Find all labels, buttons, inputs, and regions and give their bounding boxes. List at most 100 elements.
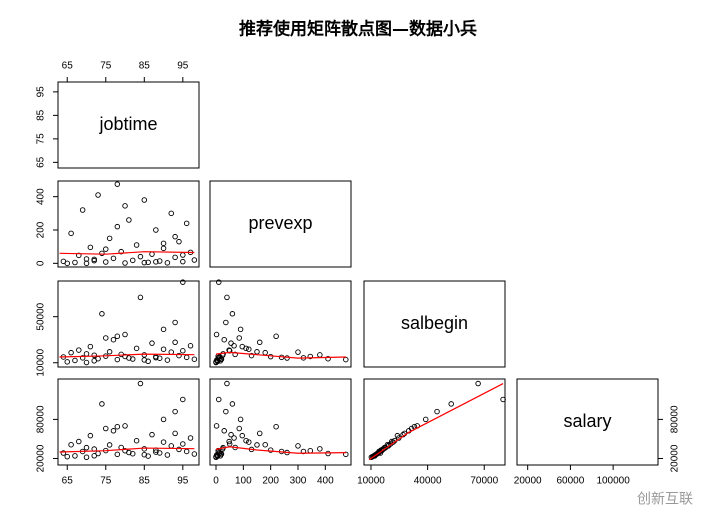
point — [307, 447, 314, 454]
y-tick-label: 65 — [36, 156, 47, 168]
point — [114, 333, 121, 340]
point — [246, 439, 252, 445]
x-tick-label: 70000 — [470, 476, 498, 487]
point — [229, 401, 236, 407]
point — [149, 431, 155, 438]
point — [172, 430, 178, 437]
point — [168, 349, 175, 355]
variable-label: salbegin — [401, 313, 468, 333]
x-tick-label: 20000 — [514, 476, 542, 487]
point — [103, 259, 109, 265]
point — [343, 356, 349, 363]
point — [133, 437, 140, 444]
x-tick-label: 0 — [213, 476, 219, 487]
variable-label: jobtime — [98, 114, 157, 134]
point — [68, 441, 74, 448]
y-tick-label: 85 — [36, 109, 47, 121]
point — [172, 233, 178, 240]
point — [87, 244, 94, 251]
point — [129, 450, 136, 457]
point — [141, 259, 148, 266]
point — [83, 359, 90, 366]
point — [129, 257, 136, 264]
smooth-line — [368, 383, 504, 461]
point — [91, 358, 97, 364]
point — [180, 396, 186, 403]
point — [95, 192, 101, 198]
panel — [363, 378, 506, 466]
x-tick-label: 100 — [235, 476, 252, 487]
point — [164, 357, 171, 363]
point — [160, 326, 167, 333]
x-tick-label: 300 — [290, 476, 307, 487]
point — [231, 343, 237, 349]
point — [317, 446, 323, 452]
point — [79, 207, 86, 213]
point — [118, 248, 124, 255]
x-tick-label: 60000 — [557, 476, 585, 487]
point — [60, 450, 67, 456]
point — [215, 396, 222, 403]
point — [256, 430, 263, 437]
point — [317, 352, 323, 358]
x-tick-label: 400 — [317, 476, 334, 487]
point — [221, 336, 227, 343]
point — [243, 437, 249, 444]
point — [153, 259, 159, 265]
point — [229, 311, 236, 317]
point — [164, 452, 171, 458]
point — [176, 352, 182, 359]
panel — [363, 280, 506, 368]
point — [83, 454, 90, 460]
point — [376, 449, 383, 455]
y-tick-label: 200 — [36, 221, 47, 238]
point — [156, 258, 163, 264]
panel — [516, 378, 659, 466]
x-tick-label: 65 — [62, 476, 74, 487]
point — [99, 311, 105, 317]
point — [180, 252, 186, 258]
point — [110, 255, 117, 262]
point — [122, 353, 128, 360]
x-tick-label: 85 — [139, 476, 151, 487]
point — [160, 346, 167, 352]
point — [160, 439, 167, 445]
point — [183, 448, 190, 455]
point — [187, 343, 194, 349]
point — [160, 416, 167, 423]
point — [126, 217, 132, 223]
x-tick-label: 200 — [262, 476, 279, 487]
panel — [209, 280, 352, 368]
point — [372, 451, 379, 458]
point — [295, 349, 301, 355]
point — [137, 380, 144, 387]
point — [122, 331, 128, 338]
point — [176, 238, 182, 245]
point — [91, 453, 97, 459]
point — [284, 355, 290, 361]
point — [183, 220, 190, 227]
point — [325, 355, 331, 362]
point — [133, 345, 140, 352]
point — [153, 354, 159, 361]
point — [72, 357, 78, 364]
point — [168, 210, 175, 217]
point — [307, 353, 314, 360]
point — [122, 423, 128, 429]
point — [160, 240, 167, 247]
point — [215, 279, 222, 285]
point — [248, 352, 255, 359]
point — [500, 396, 506, 403]
point — [180, 348, 186, 354]
point — [99, 250, 105, 257]
panel — [209, 180, 352, 268]
point — [83, 351, 90, 357]
point — [214, 451, 220, 458]
smooth-line — [59, 447, 195, 453]
point — [137, 253, 144, 260]
point — [172, 319, 178, 326]
x-tick-label: 95 — [177, 476, 189, 487]
point — [434, 408, 440, 415]
point — [114, 223, 121, 230]
point — [246, 346, 252, 352]
